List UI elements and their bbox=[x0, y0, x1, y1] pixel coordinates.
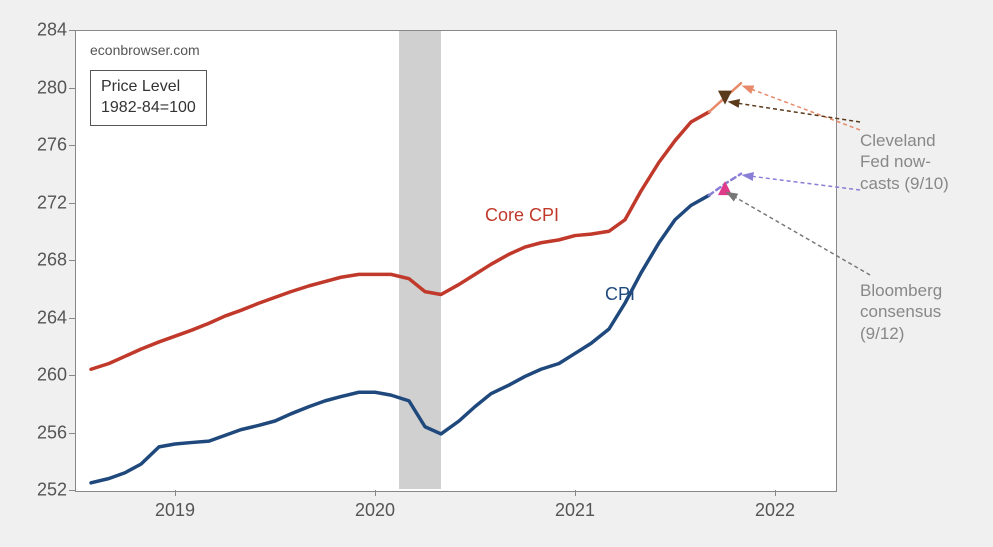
bloomberg-annotation-arrow bbox=[727, 192, 870, 275]
cleveland-annotation-arrow bbox=[743, 86, 860, 130]
info-line2: 1982-84=100 bbox=[101, 98, 196, 119]
core-cpi-line bbox=[91, 112, 709, 369]
cpi-line bbox=[91, 195, 709, 483]
cpi-label: CPI bbox=[605, 284, 635, 305]
cleveland-annotation-arrow bbox=[743, 175, 860, 190]
cleveland-annotation: ClevelandFed now-casts (9/10) bbox=[860, 130, 949, 194]
price-level-box: Price Level 1982-84=100 bbox=[90, 70, 207, 126]
core-cpi-label: Core CPI bbox=[485, 205, 559, 226]
attribution-text: econbrowser.com bbox=[90, 42, 200, 58]
info-line1: Price Level bbox=[101, 77, 196, 98]
chart-container: 2522562602642682722762802842019202020212… bbox=[0, 0, 993, 547]
bloomberg-annotation: Bloombergconsensus(9/12) bbox=[860, 280, 942, 344]
